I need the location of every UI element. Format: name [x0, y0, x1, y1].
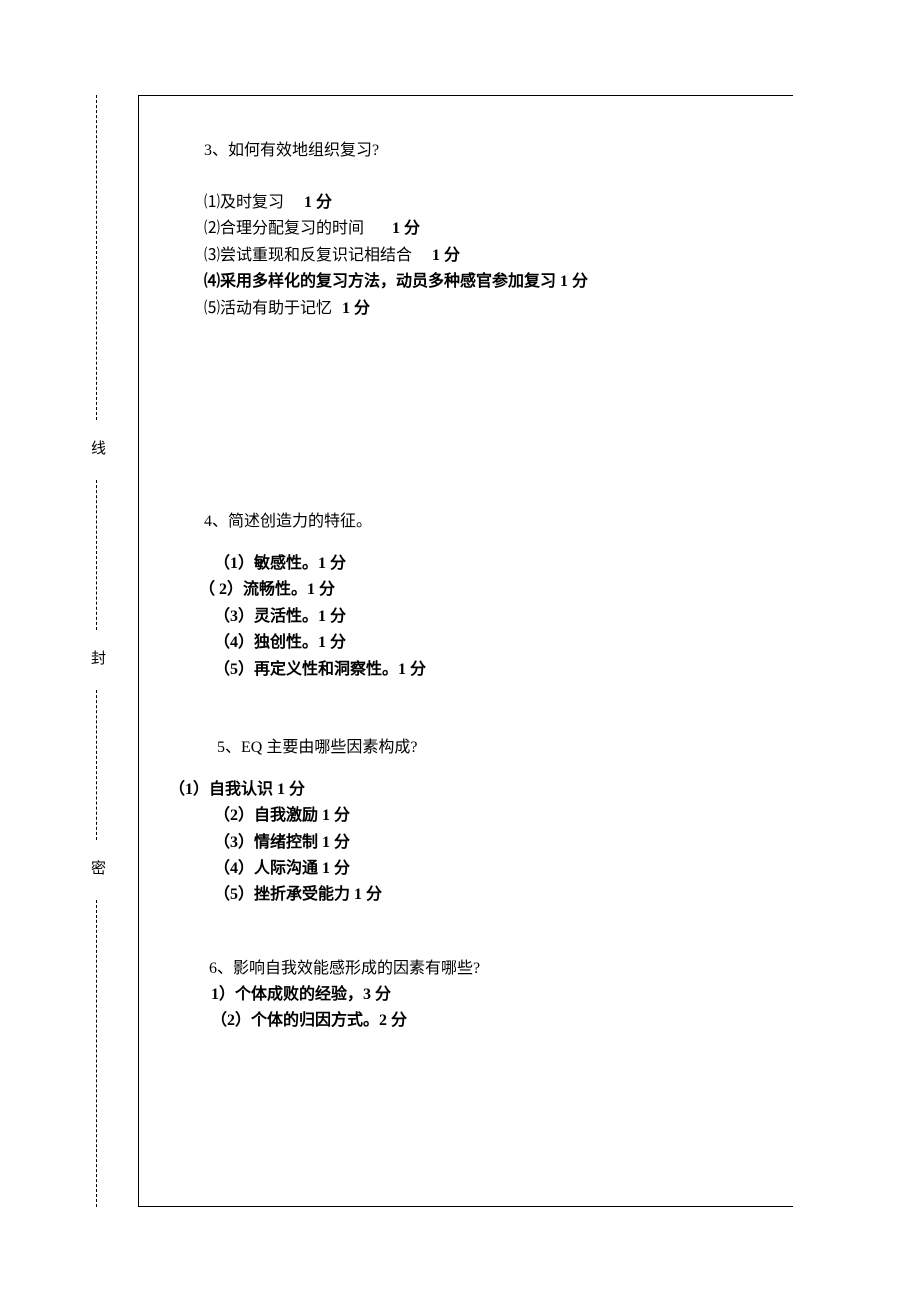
q4-title: 4、简述创造力的特征。: [204, 507, 763, 531]
question-4: 4、简述创造力的特征。 （1）敏感性。1 分 （ 2）流畅性。1 分 （3）灵活…: [169, 507, 763, 683]
page-frame: 3、如何有效地组织复习? ⑴及时复习1 分 ⑵合理分配复习的时间1 分 ⑶尝试重…: [138, 95, 793, 1207]
q5-answers: （1）自我认识 1 分 （2）自我激励 1 分 （3）情绪控制 1 分 （4）人…: [169, 777, 763, 909]
margin-label-xian: 线: [88, 440, 108, 463]
dash-segment-2: [96, 480, 97, 630]
q3-title: 3、如何有效地组织复习?: [204, 136, 763, 160]
q3-item-4: ⑷采用多样化的复习方法，动员多种感官参加复习 1 分: [204, 269, 763, 295]
question-3: 3、如何有效地组织复习? ⑴及时复习1 分 ⑵合理分配复习的时间1 分 ⑶尝试重…: [169, 136, 763, 322]
q3-item-1: ⑴及时复习1 分: [204, 190, 763, 216]
q4-item-5: （5）再定义性和洞察性。1 分: [214, 657, 763, 683]
question-6: 6、影响自我效能感形成的因素有哪些? 1）个体成败的经验，3 分 （2）个体的归…: [169, 954, 763, 1035]
q5-item-4: （4）人际沟通 1 分: [214, 856, 763, 882]
q5-item-3: （3）情绪控制 1 分: [214, 830, 763, 856]
margin-label-mi: 密: [88, 860, 108, 883]
q6-item-2: （2）个体的归因方式。2 分: [211, 1008, 763, 1034]
dash-segment-1: [96, 95, 97, 420]
q4-answers: （1）敏感性。1 分 （ 2）流畅性。1 分 （3）灵活性。1 分 （4）独创性…: [169, 551, 763, 683]
q6-answers: 1）个体成败的经验，3 分 （2）个体的归因方式。2 分: [169, 982, 763, 1035]
q4-item-1: （1）敏感性。1 分: [214, 551, 763, 577]
q3-item-3: ⑶尝试重现和反复识记相结合1 分: [204, 243, 763, 269]
q5-title: 5、EQ 主要由哪些因素构成?: [217, 733, 763, 757]
q3-item-5: ⑸活动有助于记忆1 分: [204, 296, 763, 322]
q6-item-1: 1）个体成败的经验，3 分: [211, 982, 763, 1008]
q6-title: 6、影响自我效能感形成的因素有哪些?: [209, 954, 763, 978]
q5-item-1: （1）自我认识 1 分: [169, 777, 763, 803]
dash-segment-3: [96, 690, 97, 840]
q5-item-2: （2）自我激励 1 分: [214, 803, 763, 829]
margin-label-feng: 封: [88, 650, 108, 673]
question-5: 5、EQ 主要由哪些因素构成? （1）自我认识 1 分 （2）自我激励 1 分 …: [169, 733, 763, 909]
q4-item-2: （ 2）流畅性。1 分: [199, 577, 763, 603]
q3-item-2: ⑵合理分配复习的时间1 分: [204, 216, 763, 242]
q4-item-3: （3）灵活性。1 分: [214, 604, 763, 630]
dash-segment-4: [96, 900, 97, 1207]
q4-item-4: （4）独创性。1 分: [214, 630, 763, 656]
q3-answers: ⑴及时复习1 分 ⑵合理分配复习的时间1 分 ⑶尝试重现和反复识记相结合1 分 …: [169, 190, 763, 322]
q5-item-5: （5）挫折承受能力 1 分: [214, 882, 763, 908]
